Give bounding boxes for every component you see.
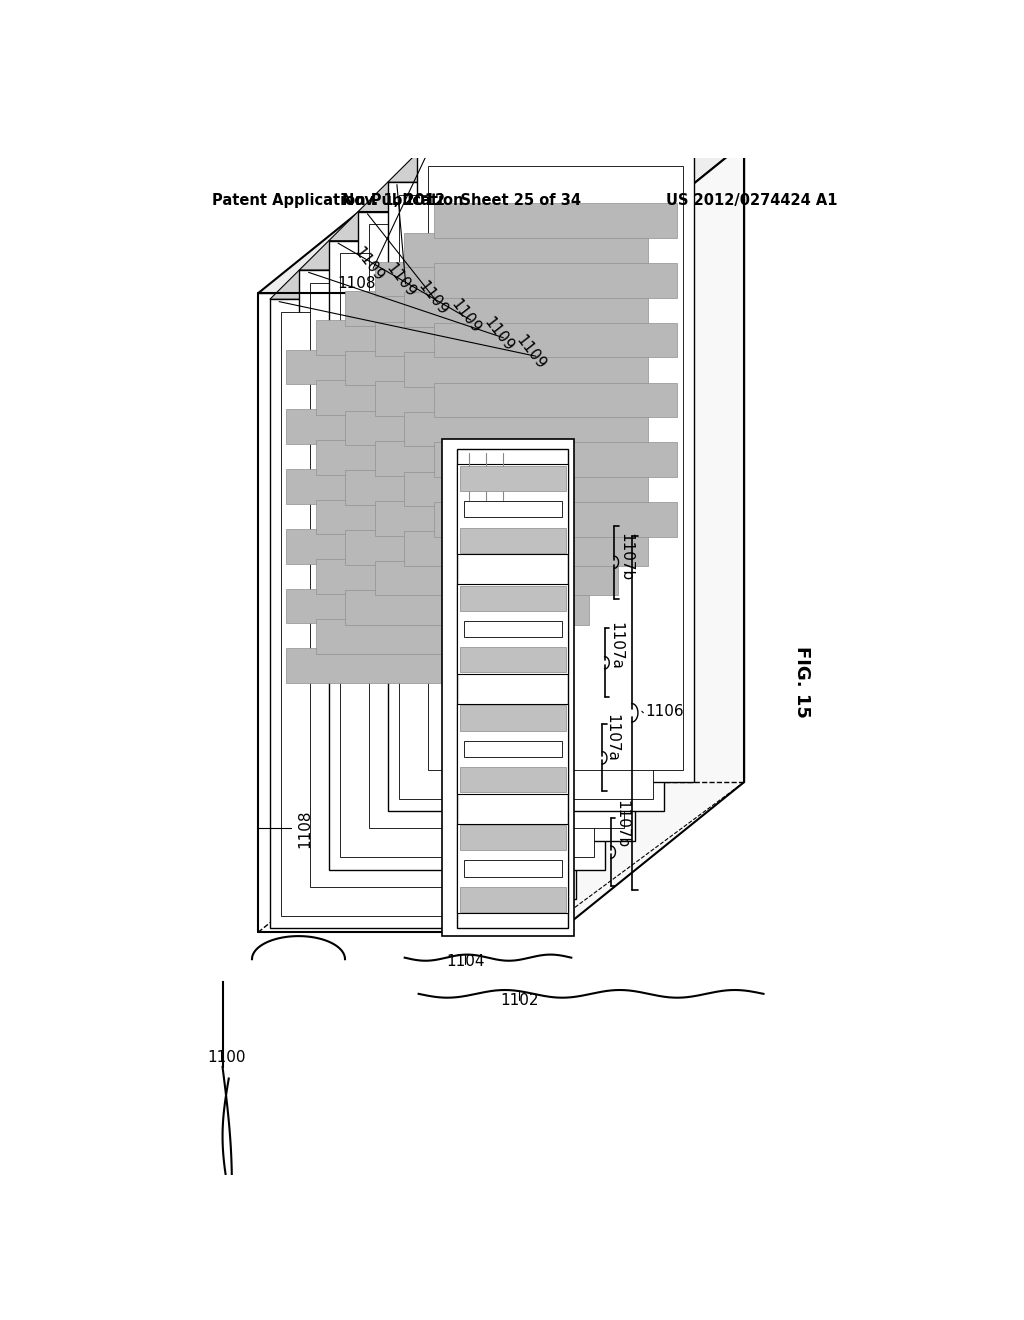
Polygon shape: [287, 409, 529, 444]
Polygon shape: [464, 741, 562, 756]
Polygon shape: [375, 441, 618, 475]
Polygon shape: [434, 323, 677, 358]
Polygon shape: [398, 195, 653, 799]
Polygon shape: [404, 292, 648, 327]
Polygon shape: [345, 590, 589, 624]
Polygon shape: [329, 240, 605, 870]
Polygon shape: [299, 271, 575, 899]
Polygon shape: [345, 292, 589, 326]
Polygon shape: [434, 263, 677, 298]
Polygon shape: [370, 224, 624, 828]
Polygon shape: [464, 502, 562, 517]
Polygon shape: [434, 502, 677, 537]
Polygon shape: [345, 351, 589, 385]
Text: 1109: 1109: [350, 244, 386, 285]
Text: 1109: 1109: [449, 297, 483, 337]
Polygon shape: [417, 153, 693, 781]
Text: 1106: 1106: [646, 704, 684, 719]
Polygon shape: [281, 312, 536, 916]
Polygon shape: [460, 586, 566, 611]
Polygon shape: [434, 383, 677, 417]
Polygon shape: [270, 271, 575, 300]
Polygon shape: [287, 589, 529, 623]
Polygon shape: [460, 528, 566, 553]
Polygon shape: [460, 466, 566, 491]
Polygon shape: [458, 449, 568, 928]
Polygon shape: [460, 887, 566, 912]
Polygon shape: [434, 203, 677, 238]
Text: 1102: 1102: [500, 993, 539, 1007]
Polygon shape: [460, 647, 566, 672]
Polygon shape: [345, 470, 589, 506]
Polygon shape: [464, 861, 562, 876]
Polygon shape: [388, 153, 693, 182]
Text: 1107b: 1107b: [618, 533, 634, 581]
Polygon shape: [258, 143, 744, 293]
Polygon shape: [358, 211, 635, 841]
Polygon shape: [428, 165, 683, 770]
Polygon shape: [315, 440, 559, 474]
Polygon shape: [404, 352, 648, 387]
Text: 1109: 1109: [383, 260, 419, 300]
Text: 1107a: 1107a: [604, 714, 620, 762]
Text: Patent Application Publication: Patent Application Publication: [212, 193, 463, 209]
Polygon shape: [315, 321, 559, 355]
Text: 1108: 1108: [297, 809, 312, 847]
Polygon shape: [315, 560, 559, 594]
Polygon shape: [375, 322, 618, 356]
Polygon shape: [558, 143, 744, 932]
Polygon shape: [270, 300, 547, 928]
Polygon shape: [460, 767, 566, 792]
Polygon shape: [345, 531, 589, 565]
Polygon shape: [310, 282, 565, 887]
Polygon shape: [287, 529, 529, 564]
Text: 1109: 1109: [480, 314, 516, 354]
Text: Nov. 1, 2012   Sheet 25 of 34: Nov. 1, 2012 Sheet 25 of 34: [342, 193, 581, 209]
Polygon shape: [315, 619, 559, 653]
Polygon shape: [315, 380, 559, 414]
Polygon shape: [458, 704, 568, 793]
Polygon shape: [340, 253, 594, 857]
Text: 1107a: 1107a: [608, 622, 624, 669]
Polygon shape: [287, 469, 529, 504]
Text: US 2012/0274424 A1: US 2012/0274424 A1: [666, 193, 838, 209]
Polygon shape: [375, 261, 618, 297]
Polygon shape: [287, 350, 529, 384]
Text: 1100: 1100: [207, 1051, 246, 1065]
Text: 1109: 1109: [513, 333, 549, 372]
Text: 1109: 1109: [415, 279, 451, 318]
Polygon shape: [287, 648, 529, 682]
Polygon shape: [404, 532, 648, 566]
Polygon shape: [315, 500, 559, 535]
Polygon shape: [458, 465, 568, 554]
Polygon shape: [458, 585, 568, 675]
Text: FIG. 15: FIG. 15: [794, 645, 811, 718]
Polygon shape: [404, 412, 648, 446]
Polygon shape: [464, 620, 562, 638]
Polygon shape: [375, 500, 618, 536]
Polygon shape: [458, 824, 568, 913]
Polygon shape: [404, 471, 648, 507]
Polygon shape: [460, 705, 566, 730]
Polygon shape: [329, 211, 635, 240]
Polygon shape: [442, 440, 573, 936]
Polygon shape: [388, 182, 665, 812]
Polygon shape: [375, 561, 618, 595]
Text: 1107b: 1107b: [614, 800, 629, 849]
Polygon shape: [345, 411, 589, 445]
Polygon shape: [434, 442, 677, 477]
Polygon shape: [299, 240, 605, 271]
Polygon shape: [358, 182, 665, 211]
Polygon shape: [460, 825, 566, 850]
Polygon shape: [375, 381, 618, 416]
Polygon shape: [404, 232, 648, 267]
Text: 1108: 1108: [337, 276, 376, 292]
Text: 1104: 1104: [445, 954, 484, 969]
